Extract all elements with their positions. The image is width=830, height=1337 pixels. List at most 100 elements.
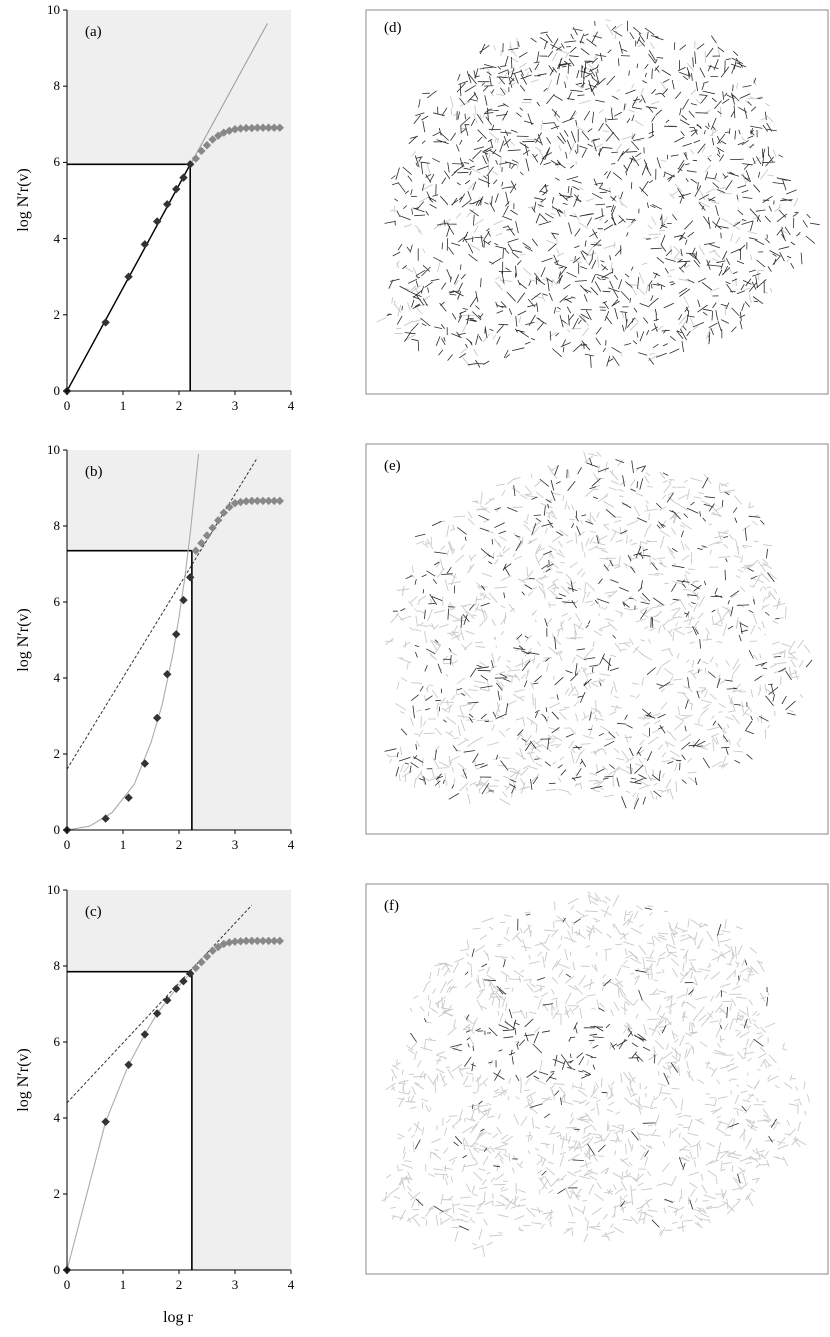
y-tick-label-2: 2 <box>54 746 61 761</box>
x-tick-label-3: 3 <box>232 398 239 413</box>
data-point <box>163 200 172 209</box>
map-e: (e) <box>365 443 829 835</box>
data-point <box>236 937 245 946</box>
data-point <box>225 938 234 947</box>
x-tick-label-1: 1 <box>120 837 127 852</box>
fit-line <box>66 457 258 770</box>
data-point <box>191 546 200 555</box>
x-tick-label-1: 1 <box>120 398 127 413</box>
y-tick-label-6: 6 <box>54 594 61 609</box>
fit-curve <box>66 453 200 831</box>
data-point <box>253 496 262 506</box>
data-point <box>264 123 273 132</box>
map-d: (d) <box>365 9 829 395</box>
data-point <box>236 124 245 133</box>
data-point <box>186 969 195 978</box>
map-f: (f) <box>365 883 829 1275</box>
y-tick-label-0: 0 <box>54 383 61 398</box>
x-tick-label-0: 0 <box>64 398 71 413</box>
data-point <box>140 1030 150 1039</box>
chart-c: (c) 0 2 4 6 8 10 0 1 2 3 4 log N′r(v) lo… <box>15 882 295 1326</box>
y-tick-label-10: 10 <box>47 442 60 457</box>
x-tick-label-1: 1 <box>120 1277 127 1292</box>
data-point <box>202 141 212 150</box>
river <box>402 1043 792 1118</box>
data-point <box>172 184 181 194</box>
river <box>402 603 792 678</box>
y-axis-title: log N′r(v) <box>15 608 32 671</box>
data-point <box>242 936 251 946</box>
data-point <box>140 759 150 768</box>
data-point <box>253 123 262 132</box>
data-point <box>247 936 256 946</box>
data-point <box>186 160 195 169</box>
x-tick-label-3: 3 <box>232 837 239 852</box>
data-point <box>214 942 223 952</box>
y-tick-label-2: 2 <box>54 1186 61 1201</box>
street-segments-light <box>376 19 799 367</box>
y-tick-label-4: 4 <box>54 1110 61 1125</box>
data-point <box>247 496 256 506</box>
data-point <box>179 595 188 605</box>
street-segments-light <box>381 891 810 1257</box>
y-tick-label-6: 6 <box>54 154 61 169</box>
data-point <box>208 135 217 144</box>
y-tick-label-8: 8 <box>54 78 61 93</box>
y-tick-label-0: 0 <box>54 822 61 837</box>
y-axis-title: log N′r(v) <box>15 1048 32 1111</box>
data-point <box>140 240 150 249</box>
data-point <box>219 939 228 949</box>
shaded-region <box>67 450 291 830</box>
data-point <box>124 272 133 281</box>
x-tick-label-2: 2 <box>176 1277 183 1292</box>
panel-label-f: (f) <box>384 898 399 914</box>
data-point <box>258 496 268 506</box>
data-point <box>163 996 172 1005</box>
data-point <box>270 936 279 946</box>
data-point <box>202 952 212 961</box>
data-point <box>247 123 256 133</box>
data-point <box>275 123 284 132</box>
chart-b: (b) 0 2 4 6 8 10 0 1 2 3 4 log N′r(v) <box>15 442 295 852</box>
data-point <box>197 958 206 967</box>
x-tick-label-0: 0 <box>64 837 71 852</box>
river <box>402 167 792 240</box>
y-tick-label-8: 8 <box>54 518 61 533</box>
data-point <box>275 936 284 946</box>
data-point <box>191 154 200 163</box>
data-point <box>242 123 251 133</box>
y-tick-label-4: 4 <box>54 670 61 685</box>
y-axis-title: log N′r(v) <box>15 168 32 231</box>
data-point <box>101 814 110 823</box>
data-point <box>152 713 162 723</box>
data-point <box>258 936 268 946</box>
street-segments-dark <box>384 457 813 810</box>
y-tick-label-0: 0 <box>54 1262 61 1277</box>
data-point <box>230 499 240 508</box>
y-tick-label-2: 2 <box>54 307 61 322</box>
fit-line <box>66 904 253 1104</box>
shaded-region <box>67 890 291 1270</box>
data-point <box>208 523 217 533</box>
data-point <box>214 131 223 140</box>
y-tick-label-10: 10 <box>47 2 60 17</box>
data-point <box>236 497 245 507</box>
x-tick-label-4: 4 <box>288 1277 295 1292</box>
data-point <box>270 123 279 132</box>
data-point <box>191 963 200 973</box>
data-point <box>179 977 188 986</box>
data-point <box>172 984 181 993</box>
map-frame <box>365 443 829 835</box>
x-tick-label-0: 0 <box>64 1277 71 1292</box>
x-axis-title: log r <box>163 1309 193 1326</box>
data-point <box>197 146 206 156</box>
y-tick-label-8: 8 <box>54 958 61 973</box>
panel-label-b: (b) <box>85 464 103 480</box>
data-point <box>270 496 279 506</box>
data-point <box>152 1009 162 1018</box>
y-tick-label-6: 6 <box>54 1034 61 1049</box>
panel-label-a: (a) <box>85 24 102 40</box>
data-point <box>219 508 228 517</box>
data-point <box>101 318 110 327</box>
